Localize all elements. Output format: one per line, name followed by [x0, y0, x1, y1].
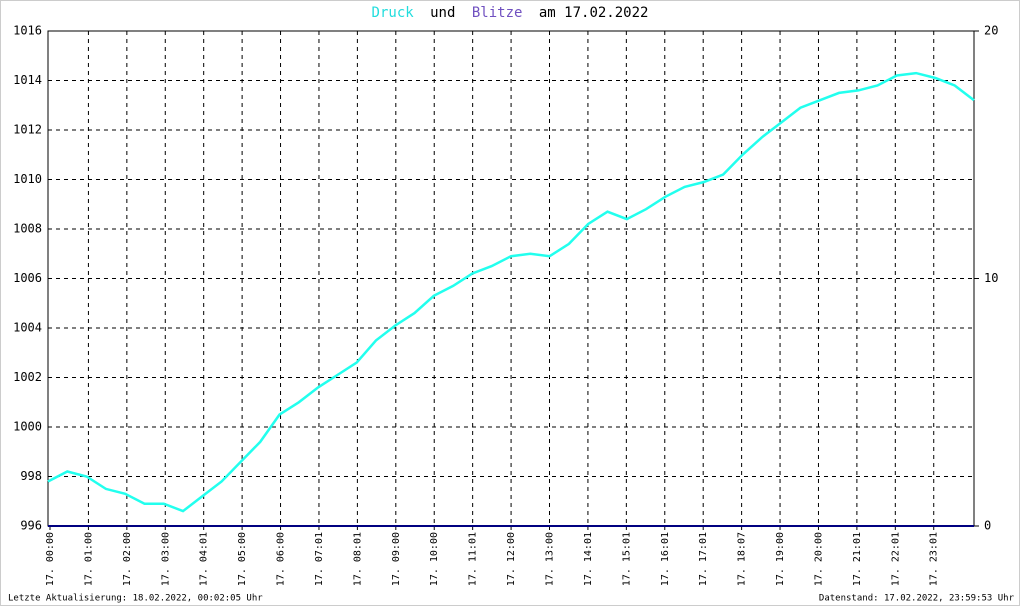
x-tick-label: 17. 08:01	[352, 532, 363, 586]
x-tick-label: 17. 01:00	[83, 532, 94, 586]
y-tick-label: 998	[20, 469, 42, 483]
x-tick-label: 17. 12:00	[506, 532, 517, 586]
y2-tick-label: 10	[984, 271, 998, 285]
x-tick-label: 17. 19:00	[775, 532, 786, 586]
x-tick-label: 17. 22:01	[890, 532, 901, 586]
title-druck: Druck	[372, 5, 415, 21]
x-tick-label: 17. 00:00	[45, 532, 56, 586]
y-tick-label: 1004	[13, 321, 42, 335]
y-tick-label: 1012	[13, 123, 42, 137]
x-tick-label: 17. 03:00	[160, 532, 171, 586]
y-tick-label: 996	[20, 519, 42, 533]
x-tick-label: 17. 05:00	[237, 532, 248, 586]
y-tick-label: 1002	[13, 370, 42, 384]
x-tick-label: 17. 17:01	[698, 532, 709, 586]
y-tick-label: 1014	[13, 73, 42, 87]
footer-left: Letzte Aktualisierung: 18.02.2022, 00:02…	[8, 594, 263, 604]
y-tick-label: 1016	[13, 24, 42, 38]
title-blitze: Blitze	[472, 5, 523, 21]
y2-tick-label: 20	[984, 24, 998, 38]
x-tick-label: 17. 14:01	[583, 532, 594, 586]
title-date: am 17.02.2022	[539, 5, 649, 21]
chart-title: Druck und Blitze am 17.02.2022	[372, 5, 649, 21]
x-tick-label: 17. 11:01	[468, 532, 479, 586]
x-tick-label: 17. 20:00	[813, 532, 824, 586]
x-tick-label: 17. 15:01	[621, 532, 632, 586]
x-tick-label: 17. 09:00	[391, 532, 402, 586]
y2-tick-label: 0	[984, 519, 991, 533]
x-tick-label: 17. 13:00	[545, 532, 556, 586]
x-tick-label: 17. 07:01	[314, 532, 325, 586]
series-line	[47, 71, 975, 513]
x-tick-label: 17. 10:00	[429, 532, 440, 586]
x-tick-label: 17. 04:01	[199, 532, 210, 586]
x-tick-label: 17. 21:01	[852, 532, 863, 586]
x-tick-label: 17. 02:00	[122, 532, 133, 586]
x-tick-label: 17. 06:00	[276, 532, 287, 586]
x-tick-label: 17. 18:07	[737, 532, 748, 586]
y-tick-label: 1000	[13, 420, 42, 434]
title-und: und	[430, 5, 455, 21]
y-tick-label: 1010	[13, 172, 42, 186]
y-tick-label: 1006	[13, 271, 42, 285]
x-tick-label: 17. 23:01	[929, 532, 940, 586]
footer-right: Datenstand: 17.02.2022, 23:59:53 Uhr	[819, 594, 1015, 604]
y-tick-label: 1008	[13, 222, 42, 236]
x-tick-label: 17. 16:01	[660, 532, 671, 586]
